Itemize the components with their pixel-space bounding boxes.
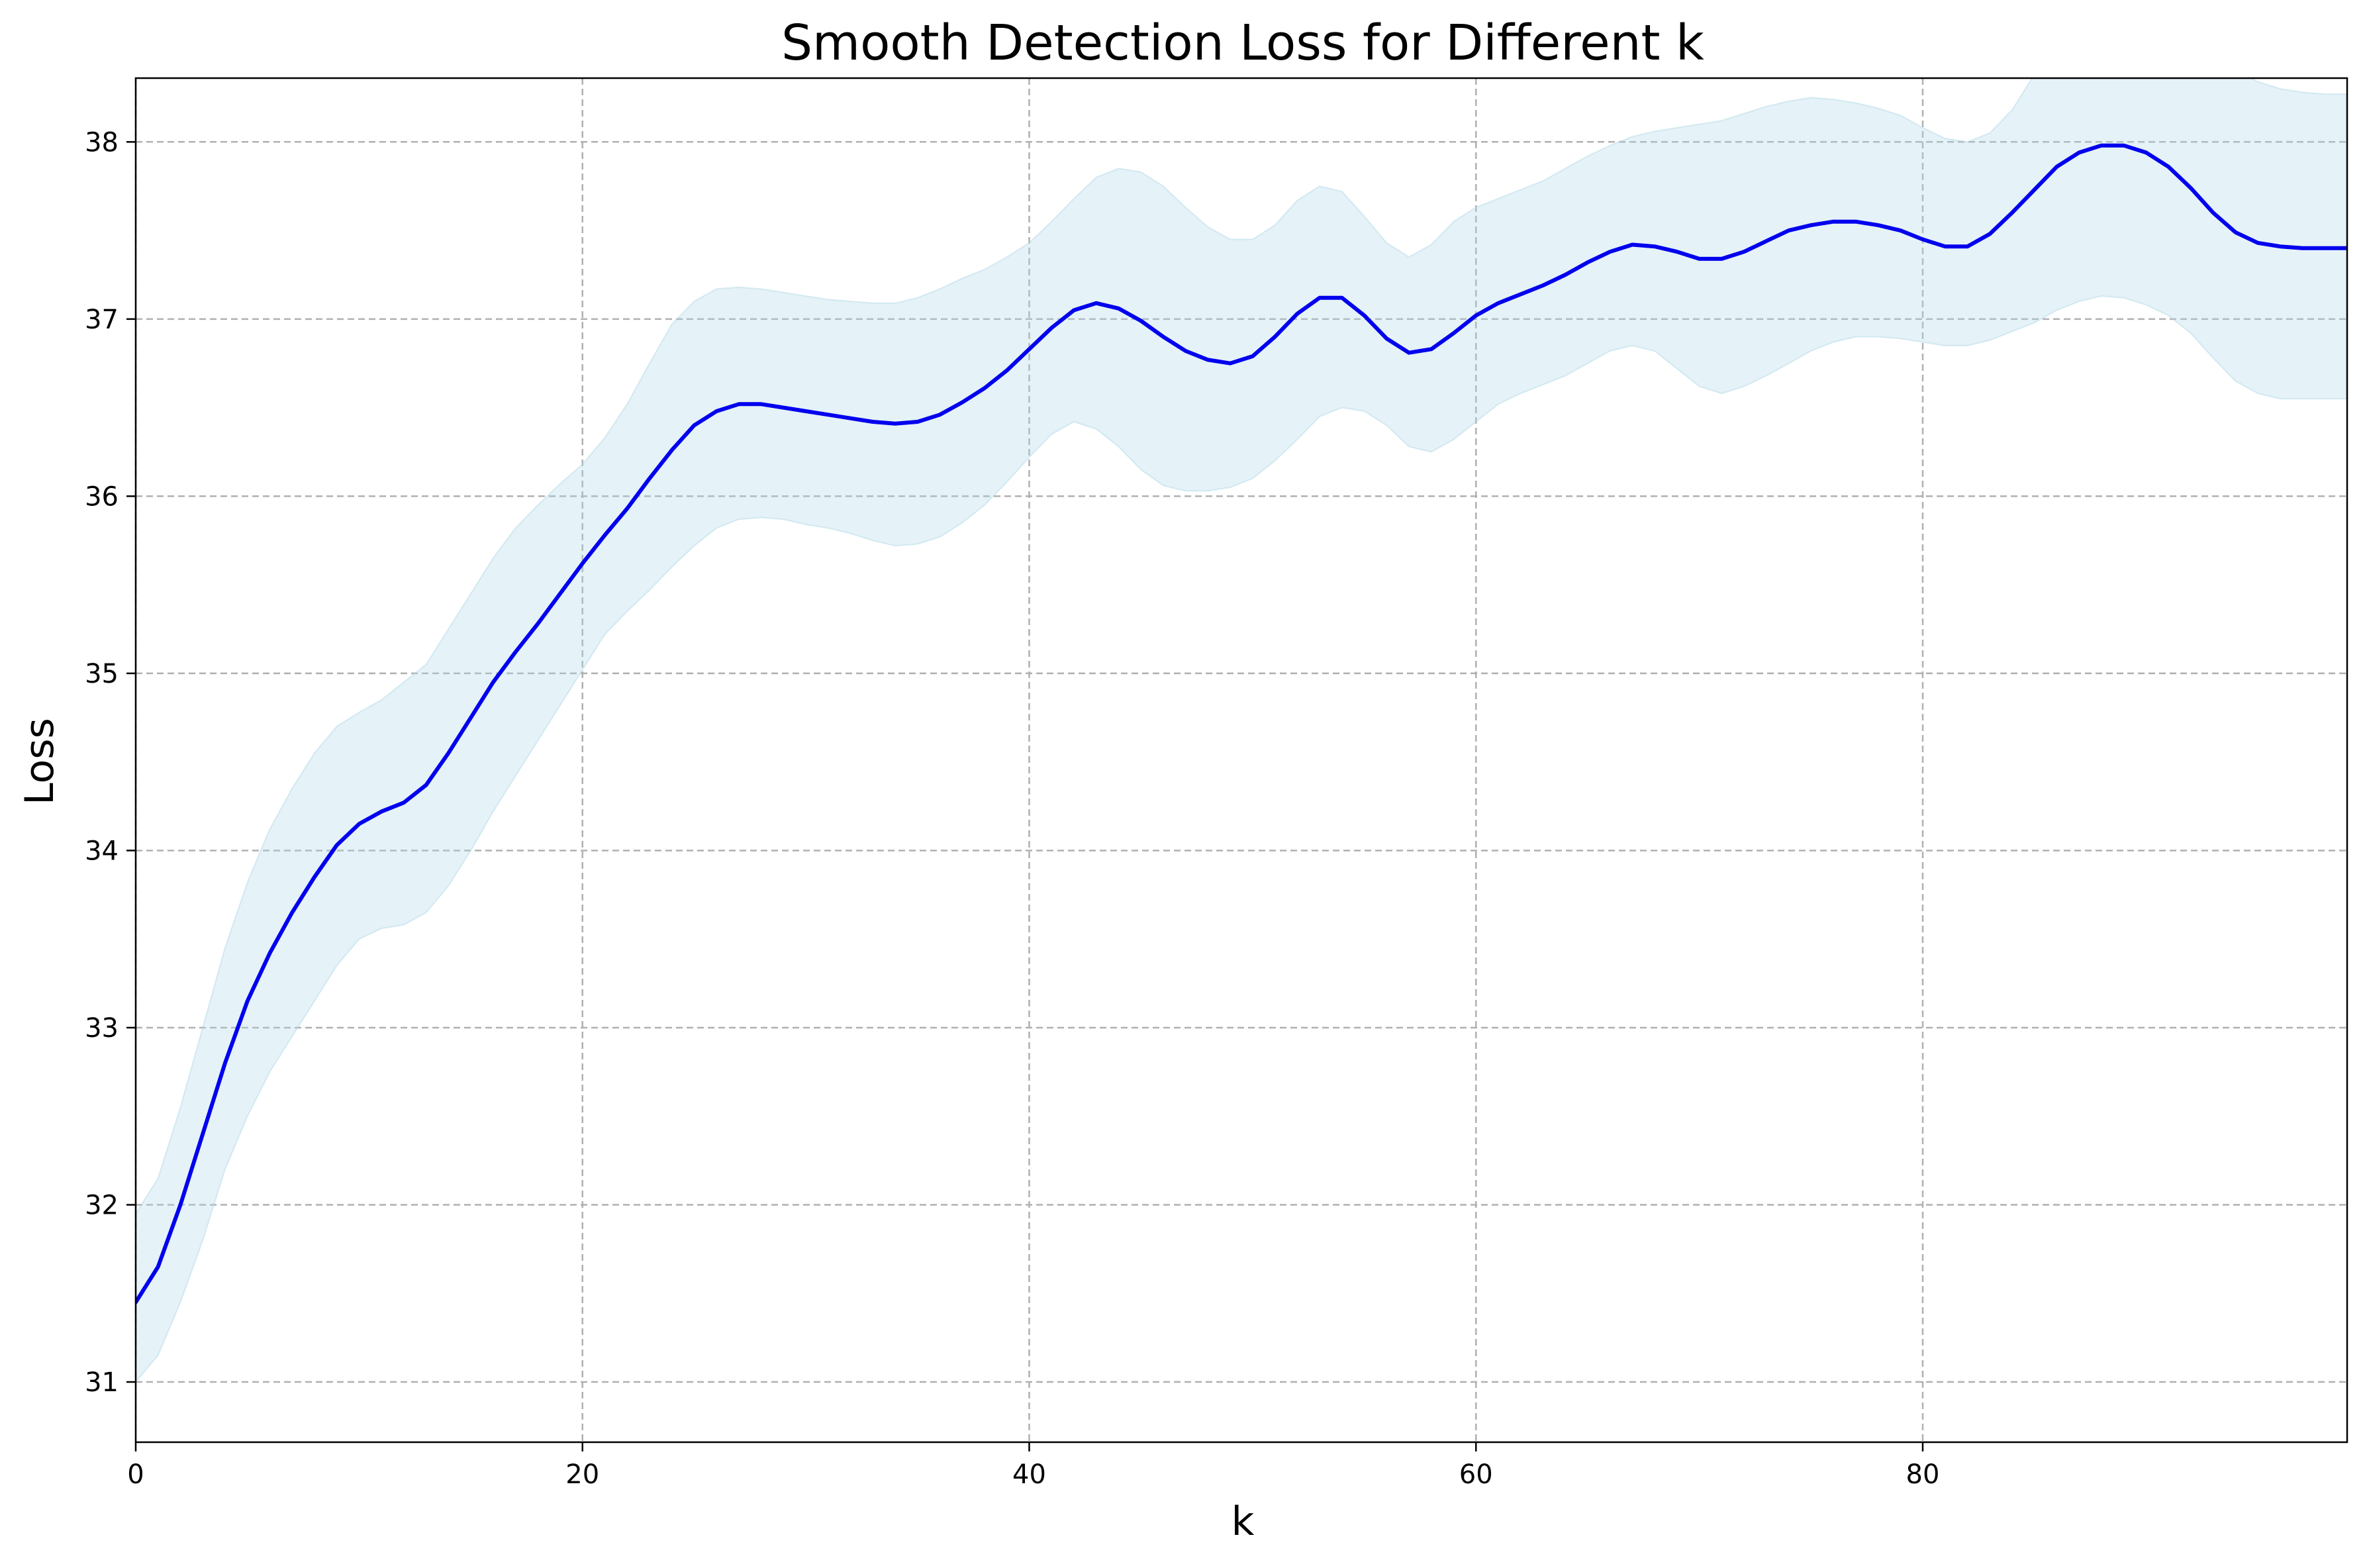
y-tick-label: 38 xyxy=(85,127,119,158)
x-tick-label: 0 xyxy=(127,1459,144,1490)
x-tick-label: 80 xyxy=(1906,1459,1940,1490)
x-axis-label: k xyxy=(1232,1498,1255,1545)
grid-lines xyxy=(134,78,2347,1442)
y-axis-label: Loss xyxy=(17,718,63,805)
y-tick-label: 36 xyxy=(85,481,119,512)
x-tick-label: 20 xyxy=(565,1459,599,1490)
x-axis: 0 20 40 60 80 xyxy=(127,1442,1939,1490)
y-tick-label: 35 xyxy=(85,659,119,689)
x-tick-label: 40 xyxy=(1012,1459,1046,1490)
y-tick-label: 32 xyxy=(85,1191,119,1221)
chart-title: Smooth Detection Loss for Different k xyxy=(781,15,1704,72)
loss-line xyxy=(136,143,2347,1304)
axes-frame xyxy=(134,77,2348,1444)
y-tick-label: 37 xyxy=(85,305,119,335)
x-tick-label: 60 xyxy=(1459,1459,1493,1490)
std-band xyxy=(136,78,2347,1383)
y-tick-label: 31 xyxy=(85,1367,119,1398)
plot-area xyxy=(136,78,2347,1383)
y-tick-label: 34 xyxy=(85,836,119,866)
y-tick-label: 33 xyxy=(85,1013,119,1044)
y-axis: 31 32 33 34 35 36 37 38 xyxy=(85,127,136,1398)
